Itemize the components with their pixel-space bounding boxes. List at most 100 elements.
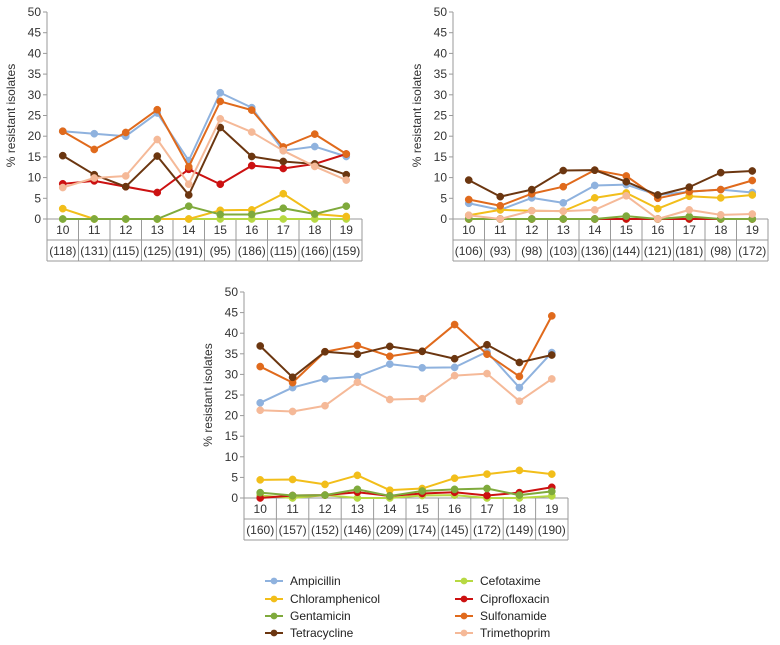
data-point-sulfonamide <box>310 130 319 138</box>
legend-swatch-marker <box>270 595 278 603</box>
data-point-tetracycline <box>685 183 694 191</box>
data-point-gentamicin <box>279 204 288 213</box>
data-point-chloramphenicol <box>590 194 599 202</box>
data-point-tetracycline <box>748 167 757 175</box>
x-tick-label: 10 <box>56 223 70 237</box>
series-line-sulfonamide <box>62 100 347 168</box>
data-point-trimethoprim <box>385 395 394 404</box>
series-line-ampicillin <box>62 91 347 162</box>
data-point-sulfonamide <box>153 105 162 114</box>
x-tick-label: 11 <box>286 502 299 516</box>
data-point-gentamicin <box>418 487 427 495</box>
legend-swatch-marker <box>460 629 468 637</box>
data-point-gentamicin <box>353 485 362 494</box>
y-tick-label: 5 <box>440 191 447 205</box>
data-point-gentamicin <box>256 488 265 497</box>
data-point-trimethoprim <box>559 207 568 215</box>
data-point-trimethoprim <box>153 135 162 144</box>
data-point-tetracycline <box>418 347 427 356</box>
legend-swatch-marker <box>460 577 468 585</box>
data-point-gentamicin <box>153 215 162 223</box>
y-tick-label: 0 <box>34 212 41 226</box>
sample-count-label: (125) <box>143 244 171 258</box>
data-point-chloramphenicol <box>342 212 351 221</box>
data-point-trimethoprim <box>590 206 599 214</box>
x-tick-label: 18 <box>714 223 728 237</box>
sample-count-label: (95) <box>210 244 231 258</box>
y-tick-label: 50 <box>225 285 239 299</box>
x-tick-label: 17 <box>480 502 494 516</box>
data-point-gentamicin <box>247 210 256 219</box>
y-axis-title: % resistant isolates <box>201 343 215 446</box>
data-point-ampicillin <box>310 142 319 151</box>
data-point-trimethoprim <box>353 378 362 387</box>
sample-count-label: (98) <box>710 244 731 258</box>
data-point-sulfonamide <box>496 201 505 210</box>
series-line-chloramphenicol <box>260 469 552 492</box>
series-line-chloramphenicol <box>62 192 347 220</box>
legend: Ampicillin Cefotaxime Chloramphenicol Cipro… <box>265 574 550 640</box>
sample-count-label: (131) <box>80 244 108 258</box>
legend-item-trimethoprim: Trimethoprim <box>455 626 550 640</box>
sample-count-label: (190) <box>538 523 566 537</box>
legend-label: Cefotaxime <box>480 574 541 588</box>
legend-item-chloramphenicol: Chloramphenicol <box>265 592 380 606</box>
sample-count-label: (115) <box>112 244 139 258</box>
data-point-tetracycline <box>527 185 536 194</box>
series-line-chloramphenicol <box>468 191 753 217</box>
data-point-sulfonamide <box>342 150 351 158</box>
series-line-trimethoprim <box>260 372 553 413</box>
legend-swatch-marker <box>460 612 468 620</box>
y-tick-label: 0 <box>440 212 447 226</box>
series-line-tetracycline <box>62 126 347 196</box>
data-point-chloramphenicol <box>515 466 524 475</box>
data-point-tetracycline <box>450 354 459 363</box>
legend-item-ciprofloxacin: Ciprofloxacin <box>455 592 549 606</box>
y-tick-label: 40 <box>28 46 42 60</box>
data-point-chloramphenicol <box>288 475 297 484</box>
legend-item-gentamicin: Gentamicin <box>265 609 351 623</box>
data-point-sulfonamide <box>58 127 67 136</box>
data-point-trimethoprim <box>527 206 536 215</box>
sample-count-label: (106) <box>455 244 483 258</box>
data-point-trimethoprim <box>716 211 725 219</box>
series-line-sulfonamide <box>468 169 753 207</box>
data-point-gentamicin <box>559 215 568 223</box>
sample-count-label: (144) <box>612 244 640 258</box>
y-tick-label: 40 <box>434 46 448 60</box>
data-point-trimethoprim <box>685 206 694 214</box>
sample-count-label: (152) <box>311 523 339 537</box>
data-point-chloramphenicol <box>321 480 329 489</box>
legend-swatch-marker <box>270 577 278 585</box>
data-point-trimethoprim <box>515 397 524 406</box>
y-tick-label: 20 <box>225 409 239 423</box>
x-tick-label: 12 <box>525 223 539 237</box>
data-point-gentamicin <box>342 202 351 211</box>
data-point-trimethoprim <box>279 146 288 155</box>
data-point-ampicillin <box>90 129 99 138</box>
data-point-gentamicin <box>216 210 225 219</box>
data-point-ampicillin <box>515 383 524 392</box>
y-tick-label: 25 <box>434 109 448 123</box>
legend-swatch-marker <box>270 612 278 620</box>
data-point-gentamicin <box>622 212 631 220</box>
sample-count-label: (103) <box>549 244 577 258</box>
data-point-gentamicin <box>310 210 319 218</box>
data-point-ampicillin <box>590 181 599 190</box>
data-point-trimethoprim <box>247 128 256 136</box>
x-tick-label: 15 <box>214 223 228 237</box>
data-point-ciprofloxacin <box>153 188 162 197</box>
y-tick-label: 45 <box>225 306 239 320</box>
legend-label: Ciprofloxacin <box>480 592 549 606</box>
data-point-trimethoprim <box>184 180 193 189</box>
data-point-trimethoprim <box>121 172 130 180</box>
sample-count-label: (172) <box>473 523 501 537</box>
data-point-trimethoprim <box>321 401 329 410</box>
data-point-gentamicin <box>450 485 459 494</box>
data-point-tetracycline <box>496 192 505 201</box>
data-point-tetracycline <box>483 340 491 349</box>
legend-item-ampicillin: Ampicillin <box>265 574 341 588</box>
data-point-tetracycline <box>256 342 265 350</box>
series-line-cefotaxime <box>260 494 552 499</box>
data-point-ampicillin <box>216 88 225 97</box>
